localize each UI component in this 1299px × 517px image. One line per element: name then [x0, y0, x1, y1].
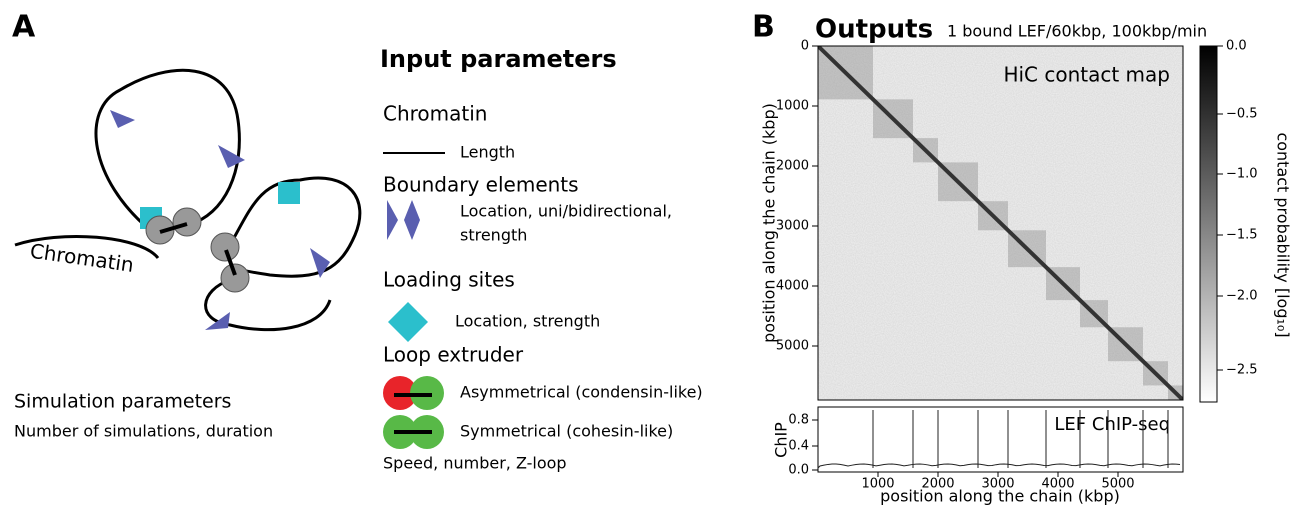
panel-label: A — [12, 10, 36, 45]
chip-baseline — [818, 464, 1180, 468]
item: Location, strength — [455, 312, 600, 331]
diagram-icons — [110, 110, 330, 330]
chromatin-label: Chromatin — [29, 239, 136, 277]
colorbar-tick-label: −1.5 — [1226, 228, 1258, 243]
section-title: Loading sites — [383, 268, 515, 292]
heatmap-label: HiC contact map — [1003, 63, 1170, 87]
sim-title: Simulation parameters — [14, 391, 231, 413]
item: Symmetrical (cohesin-like) — [460, 422, 673, 441]
loading-icon — [388, 302, 428, 342]
colorbar-tick-label: −0.5 — [1226, 107, 1258, 122]
colorbar-tick-label: 0.0 — [1226, 39, 1247, 54]
chip-y-tick-label: 0.4 — [788, 439, 809, 454]
item: Length — [460, 143, 515, 162]
chip-x-tick-label: 2000 — [921, 477, 954, 492]
chip-y-tick-label: 0.0 — [788, 463, 809, 478]
chip-x-tick-label: 5000 — [1101, 477, 1134, 492]
y-tick-label: 5000 — [776, 339, 809, 354]
figure: A Chromatin Simulation parameters Number… — [0, 0, 1299, 513]
outputs-subtitle: 1 bound LEF/60kbp, 100kbp/min — [947, 22, 1207, 41]
section-title: Chromatin — [383, 102, 487, 126]
chip-x-tick-label: 3000 — [981, 477, 1014, 492]
y-tick-label: 0 — [801, 39, 809, 54]
section-title: Loop extruder — [383, 343, 524, 367]
chip-label: LEF ChIP-seq — [1054, 414, 1170, 435]
chip-y-tick-label: 0.8 — [788, 413, 809, 428]
colorbar — [1200, 46, 1217, 402]
boundary-icons — [387, 200, 420, 240]
y-tick-label: 1000 — [776, 99, 809, 114]
item: strength — [460, 226, 527, 245]
params-title: Input parameters — [380, 45, 617, 73]
colorbar-tick-label: −2.0 — [1226, 289, 1258, 304]
heatmap — [818, 46, 1183, 400]
y-tick-label: 4000 — [776, 279, 809, 294]
item: Speed, number, Z-loop — [383, 454, 567, 473]
y-tick-label: 3000 — [776, 219, 809, 234]
sim-text: Number of simulations, duration — [14, 422, 273, 441]
colorbar-label: contact probability [log₁₀] — [1274, 132, 1293, 337]
chromatin-diagram — [15, 70, 360, 329]
extruder-icons — [383, 376, 444, 449]
colorbar-tick-label: −1.0 — [1226, 167, 1258, 182]
item: Location, uni/bidirectional, — [460, 202, 672, 221]
section-title: Boundary elements — [383, 173, 579, 197]
colorbar-tick-label: −2.5 — [1226, 363, 1258, 378]
outputs-title: Outputs — [815, 15, 933, 45]
y-tick-label: 2000 — [776, 159, 809, 174]
chip-x-tick-label: 1000 — [861, 477, 894, 492]
chip-x-tick-label: 4000 — [1041, 477, 1074, 492]
item: Asymmetrical (condensin-like) — [460, 383, 703, 402]
panel-label: B — [752, 10, 775, 45]
